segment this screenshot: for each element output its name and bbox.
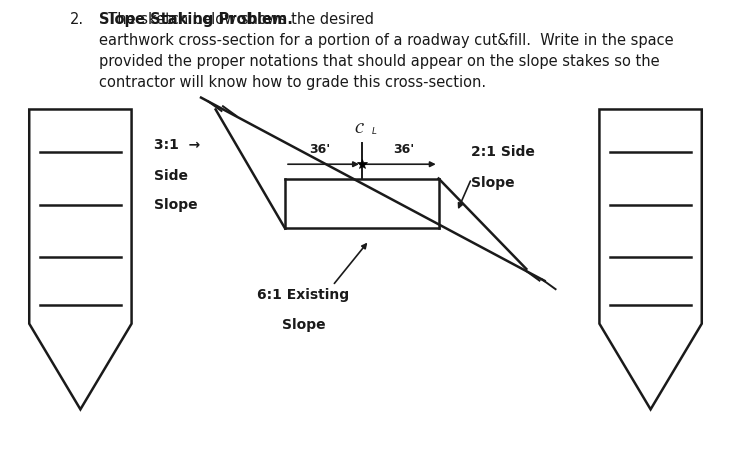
Text: 2.: 2. — [69, 12, 83, 27]
Text: $\mathcal{C}$: $\mathcal{C}$ — [355, 120, 365, 136]
Text: Slope: Slope — [281, 318, 325, 332]
Text: Side: Side — [154, 169, 188, 183]
Text: 36': 36' — [309, 143, 330, 156]
Text: $_L$: $_L$ — [371, 124, 377, 137]
Text: 3:1  →: 3:1 → — [154, 138, 200, 152]
Text: Slope Staking Problem.: Slope Staking Problem. — [99, 12, 292, 27]
Text: 36': 36' — [393, 143, 414, 156]
Text: The sketch below shows the desired
earthwork cross-section for a portion of a ro: The sketch below shows the desired earth… — [99, 12, 673, 90]
Text: 2:1 Side: 2:1 Side — [471, 145, 535, 159]
Text: Slope: Slope — [154, 198, 197, 212]
Text: 6:1 Existing: 6:1 Existing — [257, 288, 349, 302]
Text: Slope: Slope — [471, 176, 515, 190]
